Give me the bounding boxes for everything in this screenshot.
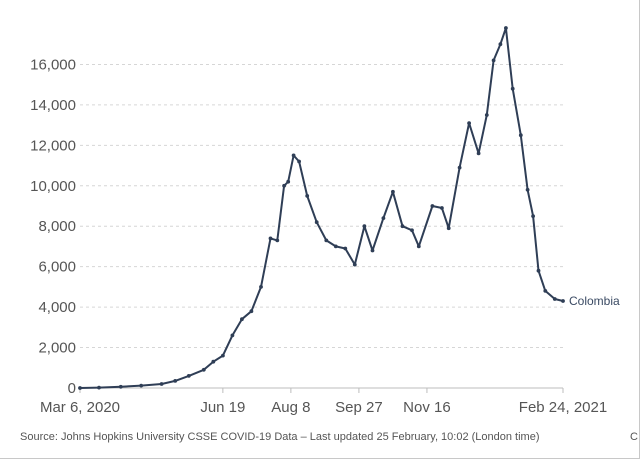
data-point (305, 194, 310, 198)
data-point (240, 317, 244, 322)
y-tick-label: 12,000 (30, 137, 76, 154)
x-tick-label: Aug 8 (271, 399, 310, 416)
series-label: Colombia (569, 294, 620, 308)
data-point (440, 206, 444, 210)
data-point (78, 386, 82, 390)
data-point (186, 374, 191, 378)
data-point (446, 226, 451, 231)
data-point (531, 214, 535, 219)
data-point (314, 220, 319, 225)
data-point (282, 183, 286, 188)
x-tick-label: Mar 6, 2020 (40, 399, 120, 416)
data-point (381, 216, 386, 221)
data-point (159, 382, 164, 386)
data-point (324, 238, 329, 243)
y-tick-label: 16,000 (30, 56, 76, 73)
y-tick-label: 2,000 (38, 340, 76, 357)
x-tick-label: Sep 27 (335, 399, 383, 416)
data-point (343, 246, 348, 251)
y-axis-ticks: 0 2,000 4,000 6,000 8,000 10,000 12,000 14,000 1… (30, 56, 76, 397)
line-chart: 0 2,000 4,000 6,000 8,000 10,000 12,000 14,000 1… (30, 26, 620, 416)
data-point (268, 236, 273, 241)
data-point (391, 189, 395, 194)
data-point (118, 384, 123, 389)
data-point (286, 179, 291, 184)
data-point (352, 262, 357, 267)
data-point (476, 151, 481, 156)
data-point (525, 187, 530, 192)
data-point (230, 333, 235, 338)
data-point (275, 238, 280, 243)
data-point (504, 26, 508, 30)
data-point (297, 159, 301, 164)
source-note-cut: C (630, 431, 638, 443)
data-point (410, 228, 414, 233)
y-tick-label: 4,000 (38, 299, 76, 316)
data-point (536, 268, 541, 273)
y-tick-label: 6,000 (38, 259, 76, 276)
series-line-colombia (79, 27, 564, 389)
data-point (211, 359, 216, 364)
y-tick-label: 0 (68, 380, 76, 397)
data-point (362, 224, 367, 229)
data-point (498, 42, 503, 47)
data-point (518, 133, 523, 138)
data-point (467, 121, 471, 125)
x-tick-label: Jun 19 (200, 399, 245, 416)
data-point (139, 383, 144, 388)
data-point (510, 86, 515, 91)
data-point (561, 299, 565, 303)
data-point (291, 153, 296, 158)
data-point (370, 248, 375, 253)
x-tick-label: Feb 24, 2021 (519, 399, 607, 416)
data-point (173, 379, 178, 383)
data-point (259, 285, 263, 289)
x-tick-label: Nov 16 (403, 399, 451, 416)
y-tick-label: 14,000 (30, 97, 76, 114)
gridlines (80, 63, 563, 349)
source-note: Source: Johns Hopkins University CSSE CO… (20, 431, 540, 443)
data-point (552, 297, 557, 301)
data-point (491, 58, 496, 63)
data-point (201, 367, 206, 372)
data-point (543, 289, 548, 293)
data-point (484, 113, 489, 117)
series-group: Colombia (78, 26, 620, 390)
data-point (221, 353, 225, 358)
data-point (400, 224, 405, 229)
data-point (457, 165, 462, 170)
data-point (416, 244, 421, 249)
y-tick-label: 10,000 (30, 178, 76, 195)
data-point (97, 385, 101, 390)
data-point (333, 244, 338, 249)
data-point (430, 204, 435, 208)
y-tick-label: 8,000 (38, 218, 76, 235)
x-axis-ticks: Mar 6, 2020 Jun 19 Aug 8 Sep 27 Nov 16 Feb 24… (40, 388, 607, 416)
data-point (249, 309, 254, 314)
